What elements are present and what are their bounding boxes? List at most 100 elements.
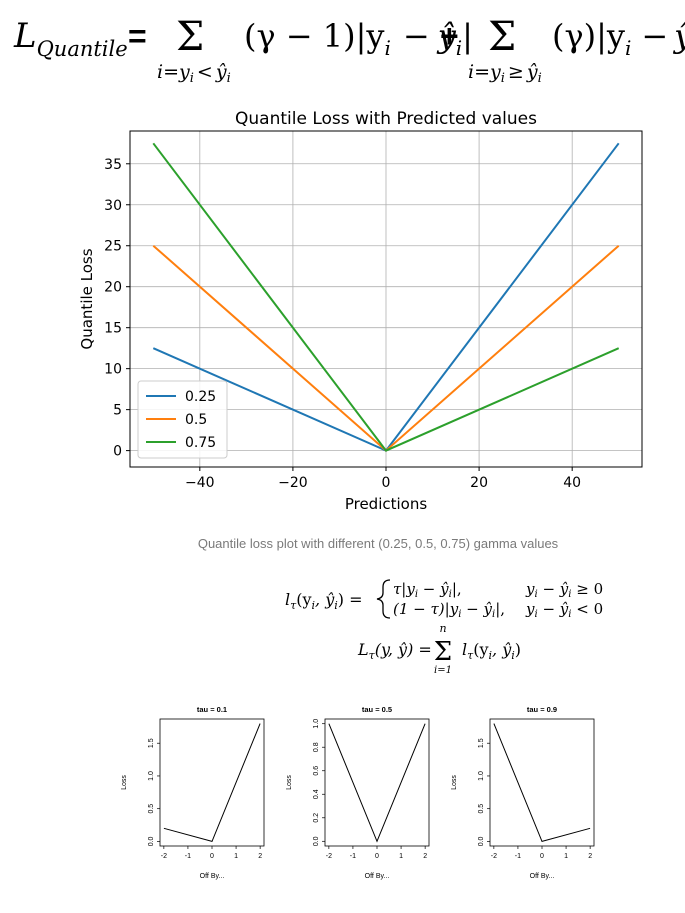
sum-term-args: (y — [473, 640, 488, 659]
small-plot-frame — [324, 718, 430, 847]
case1-cond-end: ≥ 0 — [571, 580, 603, 598]
small-x-axis-label: Off By... — [365, 873, 390, 880]
x-tick-label: −20 — [278, 475, 308, 491]
case1-end: |, — [452, 580, 462, 598]
sum2-under-rel: ≥ — [508, 61, 524, 83]
mid-lhs-args-sub: i — [312, 599, 316, 612]
term2-minus: − — [641, 17, 668, 55]
y-tick-label: 30 — [104, 198, 122, 214]
y-tick-label: 25 — [104, 239, 122, 255]
mid-sum-bottom: i=1 — [434, 665, 452, 676]
tau-0.1-chart: -2 -1 0 1 2 0.0 0.5 1.0 1.5 tau = 0.1 Off By... Los… — [121, 705, 265, 880]
sum2-under-yhat-sub: i — [538, 71, 542, 86]
svg-text:Lτ(y, ŷ) =: Lτ(y, ŷ) = — [357, 640, 432, 662]
svg-text:τ|yi − ŷi|,: τ|yi − ŷi|, — [393, 580, 462, 600]
sum2-under-yhat: ŷ — [526, 61, 538, 83]
small-x-axis-label: Off By... — [530, 873, 555, 880]
term1-expr-sub: i — [384, 36, 390, 60]
legend-label-0.5: 0.5 — [185, 412, 207, 428]
term2-expr: (γ)|y — [552, 17, 625, 55]
piecewise-loss-formula: lτ(yi, ŷi) = τ|yi − ŷi|, yi − ŷi ≥ 0 (1 … — [285, 579, 603, 676]
small-x-tick-label: 2 — [423, 853, 427, 860]
small-x-tick-label: 1 — [399, 853, 403, 860]
sum-term-comma-sub: i — [511, 649, 515, 662]
chart-legend: 0.25 0.5 0.75 — [137, 380, 228, 459]
case1-mid: − ŷ — [418, 580, 449, 598]
sum1-under-yhat: ŷ — [215, 61, 227, 83]
sum1-under-rel: < — [197, 61, 213, 83]
svg-text:(1 − τ)|yi − ŷi|,: (1 − τ)|yi − ŷi|, — [393, 600, 505, 620]
case2-cond-mid-sub: i — [568, 609, 571, 620]
svg-text:LQuantile: LQuantile — [13, 16, 128, 61]
quantile-loss-formula: LQuantile = Σ i=yi < ŷi (γ − 1)|yi − ŷi| + Σ… — [13, 14, 685, 86]
small-x-axis-label: Off By... — [200, 873, 225, 880]
small-x-tick-label: 0 — [540, 853, 544, 860]
case1-expr: τ|y — [393, 580, 415, 598]
svg-text:yi − ŷi < 0: yi − ŷi < 0 — [525, 600, 603, 620]
y-tick-label: 15 — [104, 321, 122, 337]
sum1-under-index-sub: i — [190, 71, 194, 86]
case2-cond-end: < 0 — [571, 600, 603, 618]
mid-lhs-comma-sub: i — [334, 599, 338, 612]
x-axis-label: Predictions — [345, 495, 428, 513]
small-chart-title: tau = 0.5 — [362, 705, 392, 714]
svg-text:i=yi<ŷi: i=yi < ŷi — [157, 61, 231, 86]
chart-title: Quantile Loss with Predicted values — [235, 109, 537, 129]
small-x-tick-label: -1 — [515, 853, 521, 860]
case2-mid-sub: i — [492, 609, 495, 620]
term1-yhat-sub: i — [456, 36, 462, 60]
small-plot-frame — [159, 718, 265, 847]
case2-expr-sub: i — [458, 609, 461, 620]
case1-expr-sub: i — [415, 589, 418, 600]
term2-expr-sub: i — [625, 36, 631, 60]
small-x-tick-label: 2 — [588, 853, 592, 860]
case2-mid: − ŷ — [461, 600, 492, 618]
x-tick-label: 20 — [470, 475, 488, 491]
small-y-tick-label: 0.5 — [478, 804, 485, 814]
svg-text:i=yi≥ŷi: i=yi ≥ ŷi — [468, 61, 542, 86]
small-chart-title: tau = 0.1 — [197, 705, 227, 714]
sum-lhs: L — [357, 640, 369, 659]
case2-cond-mid: − ŷ — [538, 600, 569, 618]
main-quantile-chart: −40 −20 0 20 40 0 5 10 15 20 25 30 35 Quantile Loss w… — [78, 109, 643, 513]
mid-sum-top: n — [439, 622, 446, 635]
sum-term-args-sub: i — [489, 649, 493, 662]
small-plot-frame — [489, 718, 595, 847]
case2-expr: (1 − τ)|y — [393, 600, 459, 618]
legend-label-0.75: 0.75 — [185, 435, 216, 451]
tau-0.5-chart: -2 -1 0 1 2 0.0 0.2 0.4 0.6 0.8 1.0 tau = 0.5 Off By… — [286, 705, 430, 880]
y-tick-label: 35 — [104, 157, 122, 173]
small-series-line — [328, 723, 426, 843]
mid-lhs-close: ) = — [338, 590, 363, 609]
svg-text:yi − ŷi ≥ 0: yi − ŷi ≥ 0 — [525, 580, 603, 600]
sum-term-comma: , ŷ — [492, 640, 512, 659]
series-line-0.75 — [152, 142, 620, 452]
small-y-axis-label: Loss — [451, 775, 458, 790]
sum-symbol-1: Σ — [176, 14, 204, 60]
small-y-tick-label: 1.5 — [148, 738, 155, 748]
svg-text:(γ)|yi−ŷi|: (γ)|yi−ŷi| — [552, 17, 685, 60]
mid-sum-symbol: Σ — [434, 637, 452, 667]
small-x-tick-label: 2 — [258, 853, 262, 860]
sum2-under-index: i=y — [468, 61, 501, 83]
case1-cond-mid-sub: i — [568, 589, 571, 600]
small-y-tick-label: 1.5 — [478, 738, 485, 748]
x-tick-label: 0 — [382, 475, 391, 491]
sum-term-close: ) — [515, 640, 521, 659]
small-y-tick-label: 0.5 — [148, 804, 155, 814]
small-x-tick-label: -1 — [185, 853, 191, 860]
term1-yhat: ŷ — [436, 17, 457, 55]
mid-lhs-sub: τ — [290, 599, 297, 612]
svg-text:(γ − 1)|yi−ŷi|: (γ − 1)|yi − ŷi| — [244, 17, 473, 60]
small-y-axis-label: Loss — [121, 775, 128, 790]
sum-lhs-sub: τ — [369, 649, 376, 662]
small-y-tick-label: 0.2 — [313, 813, 320, 823]
cases-brace — [376, 579, 391, 619]
small-y-tick-label: 0.0 — [148, 836, 155, 846]
small-series-line — [163, 723, 261, 842]
case1-cond-mid: − ŷ — [538, 580, 569, 598]
y-tick-label: 5 — [113, 403, 122, 419]
sum-symbol-2: Σ — [488, 14, 516, 60]
y-tick-label: 10 — [104, 362, 122, 378]
